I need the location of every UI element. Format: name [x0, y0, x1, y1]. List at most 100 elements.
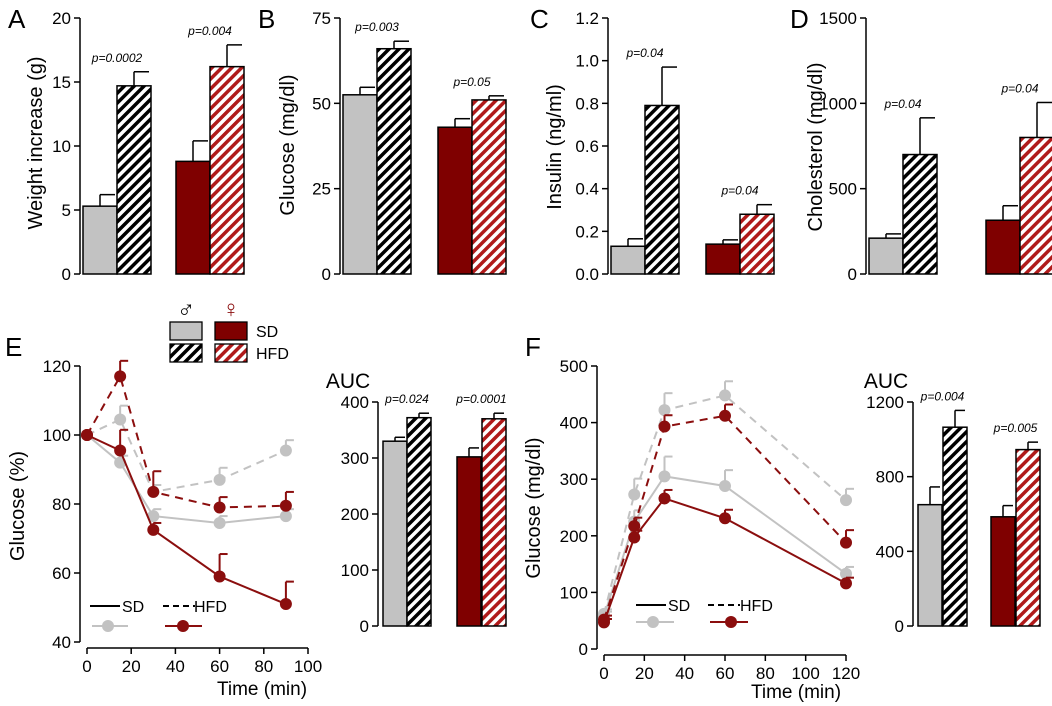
bar-b-female-hfd — [471, 99, 507, 275]
data-point-e-female-sd — [147, 523, 160, 536]
y-tick-label-a: 10 — [52, 137, 71, 156]
bar-b-male-hfd — [376, 47, 412, 275]
data-point-e-male-hfd — [213, 473, 226, 486]
y-tick-label-c: 0.8 — [575, 94, 599, 113]
legend-label-hfd: HFD — [256, 346, 289, 363]
chart-a: 0 5 10 15 20 p=0.0002 p=0.004 — [52, 9, 245, 284]
xlabel-e: Time (min) — [217, 679, 307, 700]
x-tick-label-f: 40 — [675, 664, 694, 683]
y-tick-label-e: 120 — [43, 357, 71, 376]
x-tick-label-e: 0 — [82, 657, 91, 676]
x-tick-label-f: 20 — [635, 664, 654, 683]
y-tick-label-e: 100 — [43, 426, 71, 445]
panel-label-d: D — [790, 4, 809, 34]
bar-a-male-hfd — [116, 85, 152, 275]
bar-a-female-sd — [175, 160, 211, 275]
legend-swatch-sd-male — [169, 321, 203, 341]
bar-b-female-sd — [437, 126, 473, 275]
bar-d-male-hfd — [902, 153, 938, 275]
data-point-f-female-hfd — [628, 520, 641, 533]
data-point-e-female-sd — [114, 444, 127, 457]
legend-label-hfd-f: HFD — [740, 598, 773, 615]
data-point-e-male-hfd — [114, 413, 127, 426]
x-tick-label-f: 120 — [832, 664, 860, 683]
data-point-f-female-hfd — [598, 613, 610, 626]
legend-label-sd-e: SD — [122, 599, 144, 616]
x-tick-label-e: 40 — [166, 657, 185, 676]
y-tick-label-f: 0 — [579, 640, 588, 659]
legend-swatch-sd-female — [214, 321, 248, 341]
x-tick-label-e: 60 — [210, 657, 229, 676]
bar-e-auc-male-sd — [382, 440, 408, 627]
y-tick-label-b: 0 — [322, 265, 331, 284]
p-value-e-auc: p=0.024 — [384, 392, 429, 406]
p-value-a: p=0.0002 — [91, 51, 143, 65]
y-tick-label-a: 15 — [52, 73, 71, 92]
legend-label-hfd-e: HFD — [194, 599, 227, 616]
data-point-f-male-sd — [658, 470, 671, 483]
p-value-d: p=0.04 — [1000, 81, 1038, 95]
data-point-f-male-hfd — [719, 389, 731, 402]
data-point-e-male-hfd — [279, 444, 292, 457]
legend-dot-female-e — [177, 620, 189, 632]
ylabel-a: Weight increase (g) — [25, 56, 47, 229]
sex-diet-legend: ♂ ♀ SD HFD — [169, 296, 289, 363]
xlabel-f: Time (min) — [751, 682, 841, 703]
auc-title-e: AUC — [326, 370, 370, 393]
y-tick-label-d: 0 — [848, 265, 857, 284]
y-tick-label-d: 1000 — [819, 94, 857, 113]
p-value-b: p=0.05 — [452, 75, 490, 89]
bar-f-auc-male-sd — [917, 503, 943, 627]
y-tick-label-b: 75 — [312, 9, 331, 28]
panel-label-f: F — [525, 332, 541, 362]
ylabel-c: Insulin (ng/ml) — [544, 84, 566, 210]
p-value-d: p=0.04 — [883, 97, 921, 111]
y-tick-label-f-auc: 0 — [895, 617, 904, 636]
y-tick-label-a: 5 — [62, 201, 71, 220]
legend-label-sd: SD — [256, 324, 278, 341]
line-legend-f: SD HFD — [636, 598, 773, 628]
legend-swatch-hfd-female — [214, 343, 248, 363]
bar-f-auc-female-hfd — [1015, 448, 1041, 627]
legend-dot-male-f — [647, 616, 659, 628]
p-value-b: p=0.003 — [354, 20, 399, 34]
y-tick-label-a: 0 — [62, 265, 71, 284]
y-tick-label-e-auc: 0 — [360, 617, 369, 636]
series-line-f-male-hfd — [603, 394, 847, 615]
y-tick-label-c: 0.2 — [575, 222, 599, 241]
chart-c: 0.0 0.2 0.4 0.6 0.8 1.0 1.2 p=0.04 p=0.04 — [575, 9, 775, 284]
p-value-e-auc: p=0.0001 — [455, 392, 506, 406]
y-tick-label-d: 500 — [829, 180, 857, 199]
data-point-e-male-sd — [147, 510, 160, 523]
p-value-c: p=0.04 — [625, 46, 663, 60]
data-point-f-female-hfd — [840, 536, 852, 549]
y-tick-label-e-auc: 400 — [341, 393, 369, 412]
x-tick-label-f: 60 — [716, 664, 735, 683]
bar-d-female-hfd — [1019, 136, 1052, 275]
x-tick-label-f: 0 — [599, 664, 608, 683]
ylabel-b: Glucose (mg/dl) — [277, 74, 299, 215]
legend-label-sd-f: SD — [668, 598, 690, 615]
data-point-f-female-sd — [719, 512, 731, 525]
p-value-a: p=0.004 — [187, 24, 232, 38]
y-tick-label-d: 1500 — [819, 9, 857, 28]
ylabel-d: Cholesterol (mg/dl) — [805, 63, 827, 232]
y-tick-label-e: 60 — [52, 564, 71, 583]
legend-dot-male-e — [102, 620, 114, 632]
y-tick-label-e-auc: 200 — [341, 505, 369, 524]
female-symbol: ♀ — [222, 296, 240, 323]
y-tick-label-b: 25 — [312, 180, 331, 199]
bar-f-auc-female-sd — [990, 516, 1016, 627]
x-tick-label-f: 80 — [756, 664, 775, 683]
y-tick-label-f: 500 — [560, 357, 588, 376]
data-point-e-female-hfd — [114, 370, 127, 383]
bar-e-auc-female-hfd — [481, 418, 507, 627]
y-tick-label-a: 20 — [52, 9, 71, 28]
data-point-e-female-sd — [279, 598, 292, 611]
x-tick-label-e: 20 — [122, 657, 141, 676]
y-tick-label-c: 1.2 — [575, 9, 599, 28]
y-tick-label-f-auc: 1200 — [866, 393, 904, 412]
data-point-f-female-hfd — [719, 409, 731, 422]
data-point-e-male-sd — [279, 510, 292, 523]
